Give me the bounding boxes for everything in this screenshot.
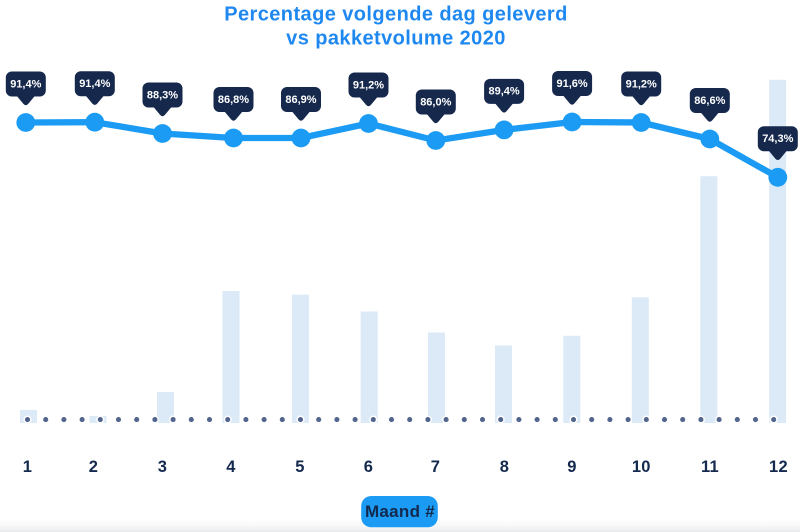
svg-text:11: 11: [701, 458, 719, 476]
svg-text:3: 3: [158, 458, 167, 476]
svg-text:9: 9: [567, 458, 576, 476]
svg-text:4: 4: [226, 458, 236, 476]
svg-text:91,2%: 91,2%: [626, 78, 657, 90]
svg-text:Maand #: Maand #: [365, 502, 435, 521]
svg-text:vs pakketvolume 2020: vs pakketvolume 2020: [286, 28, 506, 50]
svg-text:6: 6: [364, 458, 373, 476]
svg-text:86,0%: 86,0%: [420, 96, 451, 108]
svg-text:86,9%: 86,9%: [285, 94, 316, 106]
svg-text:86,8%: 86,8%: [218, 94, 249, 106]
svg-text:74,3%: 74,3%: [762, 133, 793, 145]
svg-text:12: 12: [769, 458, 788, 476]
svg-text:91,6%: 91,6%: [556, 78, 587, 90]
svg-text:89,4%: 89,4%: [488, 86, 519, 98]
svg-text:10: 10: [632, 458, 651, 476]
svg-text:91,4%: 91,4%: [10, 78, 41, 90]
svg-text:8: 8: [500, 458, 509, 476]
svg-text:Percentage volgende dag geleve: Percentage volgende dag geleverd: [224, 3, 568, 25]
svg-text:7: 7: [431, 458, 440, 476]
svg-text:91,2%: 91,2%: [353, 79, 384, 91]
svg-text:88,3%: 88,3%: [147, 89, 178, 101]
svg-text:5: 5: [295, 458, 304, 476]
svg-text:86,6%: 86,6%: [694, 95, 725, 107]
svg-text:91,4%: 91,4%: [79, 78, 110, 90]
svg-text:1: 1: [23, 458, 32, 476]
svg-text:2: 2: [89, 458, 98, 476]
